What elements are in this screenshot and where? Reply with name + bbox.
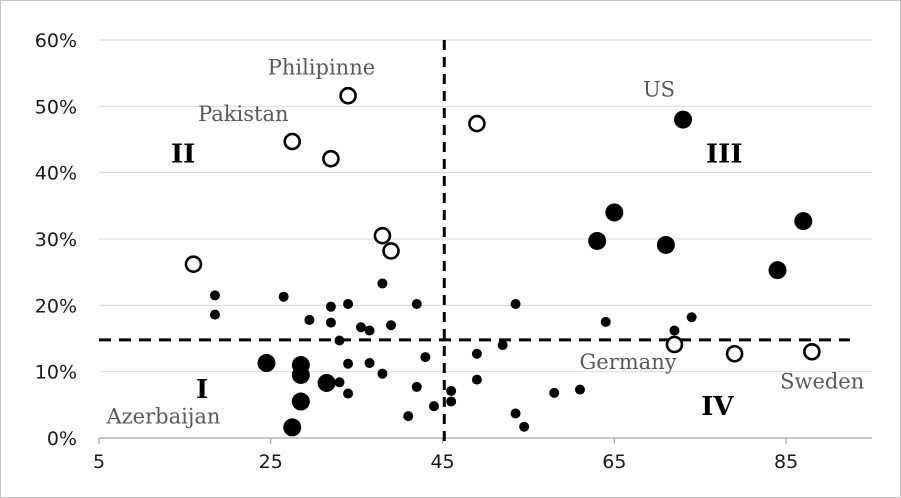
point-small [669, 325, 680, 336]
country-label: Azerbaijan [105, 404, 220, 428]
point-small [471, 374, 482, 385]
y-tick-label: 50% [35, 96, 77, 118]
point-small [343, 358, 354, 369]
point-small [411, 381, 422, 392]
point-small [334, 335, 345, 346]
quadrant-label: IV [701, 392, 734, 422]
point-small [471, 348, 482, 359]
country-label: Philipinne [268, 55, 375, 79]
point-small [510, 299, 521, 310]
point-open [184, 255, 203, 274]
data-points [184, 86, 821, 437]
point-open [665, 335, 684, 354]
point-open [322, 149, 340, 168]
point-small [278, 291, 289, 302]
grid-lines [99, 39, 872, 373]
point-large [291, 365, 310, 384]
point-small [549, 387, 560, 398]
point-large [605, 203, 624, 222]
point-open [803, 342, 821, 361]
point-small [428, 401, 439, 412]
x-tick-label: 65 [602, 451, 626, 473]
point-small [519, 421, 530, 432]
point-large [588, 231, 607, 250]
point-open [382, 242, 400, 260]
quadrant-label: II [171, 140, 195, 170]
x-tick-label: 5 [93, 451, 105, 473]
point-small [209, 309, 220, 320]
country-label: US [643, 77, 675, 101]
point-large [794, 212, 813, 231]
y-tick-label: 10% [35, 362, 77, 384]
axes: 0% 10% 20% 30% 40% 50% 60% 5 25 45 65 85 [35, 30, 872, 473]
point-small [343, 388, 354, 399]
point-small [209, 290, 220, 301]
point-small [377, 368, 388, 379]
country-label: Sweden [780, 369, 864, 393]
point-small [686, 312, 697, 323]
annotations: Philipinne Pakistan US Germany Sweden Azerbai… [105, 55, 864, 428]
country-label: Germany [580, 350, 677, 374]
point-small [304, 314, 315, 325]
point-open [339, 86, 357, 105]
y-tick-label: 60% [35, 30, 77, 52]
point-small [364, 358, 375, 369]
quadrant-label: I [196, 375, 208, 405]
point-small [386, 320, 397, 331]
point-large [656, 235, 675, 254]
point-small [411, 299, 422, 310]
point-small [343, 299, 354, 310]
y-tick-label: 0% [47, 428, 77, 450]
point-small [377, 278, 388, 289]
point-large [291, 392, 310, 411]
point-small [420, 352, 431, 363]
point-small [446, 385, 457, 396]
point-small [446, 396, 457, 407]
point-small [325, 317, 336, 328]
point-open [725, 344, 744, 363]
point-open [468, 114, 486, 133]
point-large [283, 418, 302, 437]
point-small [355, 322, 366, 333]
point-large [674, 110, 693, 129]
point-large [257, 354, 276, 373]
point-small [403, 411, 414, 422]
point-small [364, 325, 375, 336]
point-large [768, 261, 787, 280]
x-tick-label: 85 [774, 451, 798, 473]
y-tick-label: 40% [35, 163, 77, 185]
point-open [373, 226, 392, 245]
point-small [334, 377, 345, 388]
point-small [600, 316, 611, 327]
country-label: Pakistan [198, 102, 288, 126]
quadrant-label: III [706, 140, 743, 170]
point-small [497, 340, 508, 351]
point-small [574, 384, 585, 395]
y-tick-label: 30% [35, 229, 77, 251]
x-tick-label: 45 [430, 451, 454, 473]
point-large [317, 373, 336, 392]
point-small [510, 408, 521, 419]
reference-lines [99, 40, 850, 448]
point-small [325, 301, 336, 312]
x-tick-label: 25 [259, 451, 283, 473]
y-tick-label: 20% [35, 295, 77, 317]
point-open [283, 132, 302, 151]
